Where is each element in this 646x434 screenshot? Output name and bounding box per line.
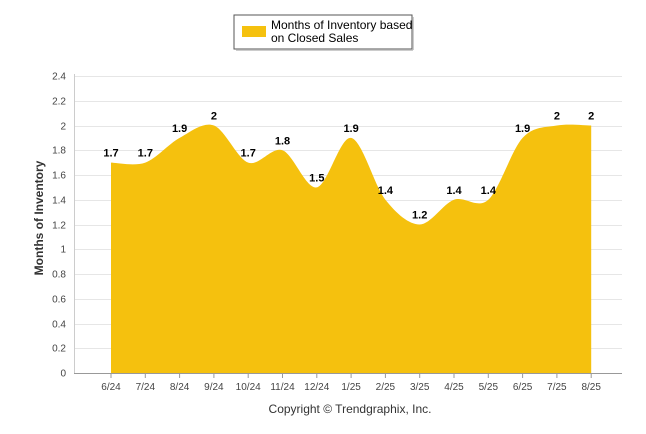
y-tick-label: 0.4 (52, 320, 66, 331)
area-fill (111, 124, 592, 373)
axes (74, 74, 622, 374)
data-label: 2 (554, 111, 560, 123)
data-point[interactable] (246, 161, 250, 165)
x-tick-label: 6/25 (513, 382, 533, 393)
data-point[interactable] (383, 198, 387, 202)
legend-label-line2: on Closed Sales (271, 31, 358, 45)
x-tick-label: 7/24 (136, 382, 156, 393)
x-tick-label: 11/24 (270, 382, 295, 393)
y-tick-label: 1 (60, 245, 66, 256)
y-tick-label: 1.4 (52, 196, 66, 207)
x-tick-label: 12/24 (304, 382, 329, 393)
x-tick-labels: 6/24 7/24 8/24 9/24 10/24 11/24 12/24 1/25 2/25 3… (101, 373, 601, 393)
data-point[interactable] (555, 124, 559, 128)
copyright-text: Copyright © Trendgraphix, Inc. (269, 402, 432, 416)
y-tick-label: 0 (60, 369, 66, 380)
x-tick-label: 1/25 (341, 382, 361, 393)
y-tick-label: 1.2 (52, 221, 66, 232)
data-point[interactable] (315, 185, 319, 189)
data-point[interactable] (521, 136, 525, 140)
data-point[interactable] (486, 198, 490, 202)
data-label: 1.4 (378, 185, 394, 197)
x-tick-label: 10/24 (236, 382, 261, 393)
data-label: 1.4 (481, 185, 497, 197)
y-tick-label: 2.2 (52, 97, 66, 108)
y-tick-label: 1.8 (52, 146, 66, 157)
data-labels: 1.7 1.7 1.9 2 1.7 1.8 1.5 1.9 1.4 1.2 1.4 1.4 1.9 2 2 (103, 111, 594, 222)
data-label: 1.9 (172, 123, 187, 135)
data-point[interactable] (589, 124, 593, 128)
y-axis-title: Months of Inventory (32, 160, 46, 275)
y-tick-label: 0.2 (52, 344, 66, 355)
data-label: 2 (211, 111, 217, 123)
x-tick-label: 2/25 (376, 382, 396, 393)
data-point[interactable] (418, 223, 422, 227)
data-label: 1.5 (309, 172, 324, 184)
x-tick-label: 3/25 (410, 382, 430, 393)
x-tick-label: 8/25 (581, 382, 601, 393)
data-label: 1.4 (446, 185, 462, 197)
area-series (109, 124, 593, 373)
x-tick-label: 5/25 (479, 382, 499, 393)
data-point[interactable] (109, 161, 113, 165)
data-label: 1.9 (515, 123, 530, 135)
data-label: 1.7 (103, 148, 118, 160)
data-point[interactable] (349, 136, 353, 140)
data-point[interactable] (178, 136, 182, 140)
y-tick-label: 1.6 (52, 171, 66, 182)
legend-swatch (242, 26, 266, 37)
data-label: 1.7 (138, 148, 153, 160)
x-tick-label: 9/24 (204, 382, 224, 393)
data-label: 1.9 (343, 123, 358, 135)
y-tick-label: 0.8 (52, 270, 66, 281)
data-label: 1.7 (241, 148, 256, 160)
data-label: 2 (588, 111, 594, 123)
data-point[interactable] (452, 198, 456, 202)
data-point[interactable] (281, 148, 285, 152)
legend-label-line1: Months of Inventory based (271, 18, 412, 32)
data-label: 1.8 (275, 135, 290, 147)
x-tick-label: 6/24 (101, 382, 121, 393)
y-tick-label: 0.6 (52, 295, 66, 306)
data-label: 1.2 (412, 210, 427, 222)
x-tick-label: 7/25 (547, 382, 567, 393)
y-tick-label: 2.4 (52, 72, 66, 83)
y-tick-labels: 0 0.2 0.4 0.6 0.8 1 1.2 1.4 1.6 1.8 2 2.2 2.4 (52, 72, 66, 380)
data-point[interactable] (143, 161, 147, 165)
y-tick-label: 2 (60, 122, 66, 133)
legend[interactable]: Months of Inventory based on Closed Sale… (233, 14, 414, 51)
x-tick-label: 8/24 (170, 382, 190, 393)
data-point[interactable] (212, 124, 216, 128)
x-tick-label: 4/25 (444, 382, 464, 393)
